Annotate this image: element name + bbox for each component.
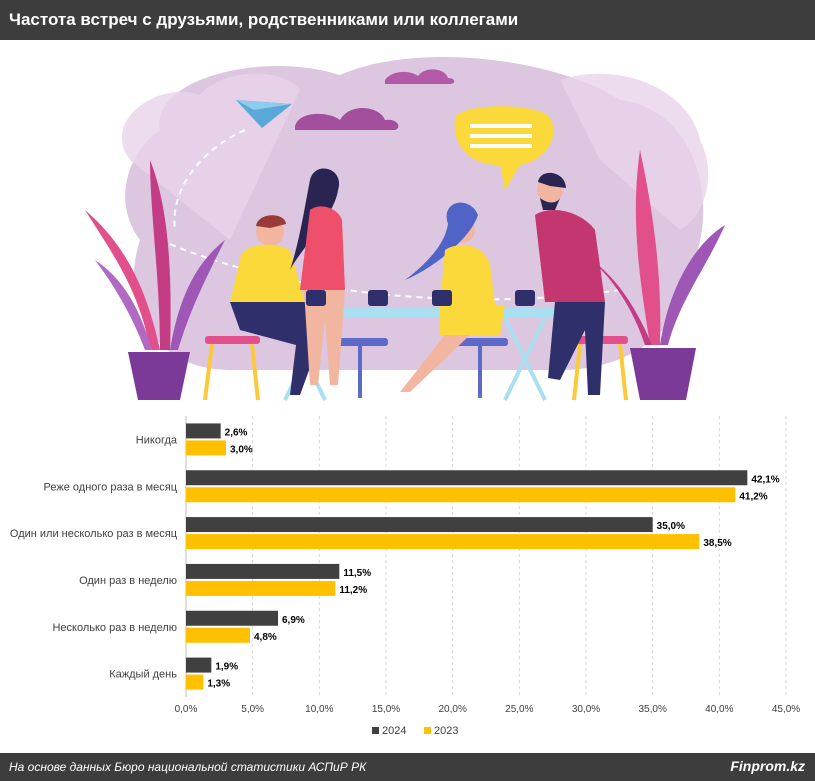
bar-2024 [186,470,748,486]
bar-2024 [186,610,278,626]
x-tick-label: 10,0% [305,704,333,715]
x-tick-label: 20,0% [438,704,466,715]
x-tick-label: 5,0% [241,704,264,715]
x-tick-label: 30,0% [572,704,600,715]
data-label: 6,9% [282,615,305,626]
data-label: 11,2% [339,585,367,596]
bar-2023 [186,674,204,690]
legend-label: 2023 [434,725,458,737]
legend-label: 2024 [382,725,406,737]
x-tick-label: 40,0% [705,704,733,715]
category-label: Несколько раз в неделю [52,622,177,634]
category-label: Никогда [136,434,178,446]
data-label: 38,5% [703,538,731,549]
bar-2024 [186,657,212,673]
data-label: 4,8% [254,632,277,643]
data-label: 1,9% [215,662,238,673]
footer: На основе данных Бюро национальной стати… [0,753,815,781]
bar-2024 [186,517,653,533]
category-label: Реже одного раза в месяц [44,481,178,493]
data-label: 11,5% [343,568,371,579]
bar-chart: 0,0% 5,0% 10,0% 15,0% 20,0% 25,0% 30,0% 35,0% 40… [10,416,800,737]
x-tick-label: 0,0% [175,704,198,715]
bar-2023 [186,487,736,503]
data-label: 42,1% [751,474,779,485]
data-label: 2,6% [225,427,248,438]
x-tick-label: 15,0% [372,704,400,715]
category-label: Каждый день [109,669,177,681]
bar-2023 [186,627,250,643]
source-note: На основе данных Бюро национальной стати… [9,760,367,774]
bar-2023 [186,534,700,550]
brand-logo: Finprom.kz [730,758,805,774]
page-title: Частота встреч с друзьями, родственникам… [0,0,815,40]
data-label: 41,2% [739,491,767,502]
category-label: Один или несколько раз в месяц [10,528,178,540]
bar-2023 [186,440,226,456]
bar-2024 [186,563,340,579]
bar-2024 [186,423,221,439]
legend-swatch [424,727,431,734]
data-label: 3,0% [230,444,253,455]
bar-2023 [186,580,336,596]
legend-swatch [372,727,379,734]
category-label: Один раз в неделю [79,575,177,587]
x-tick-label: 45,0% [772,704,800,715]
x-tick-label: 35,0% [638,704,666,715]
data-label: 1,3% [207,679,230,690]
x-tick-label: 25,0% [505,704,533,715]
data-label: 35,0% [657,521,685,532]
illustration-friends-cafe [85,56,725,401]
